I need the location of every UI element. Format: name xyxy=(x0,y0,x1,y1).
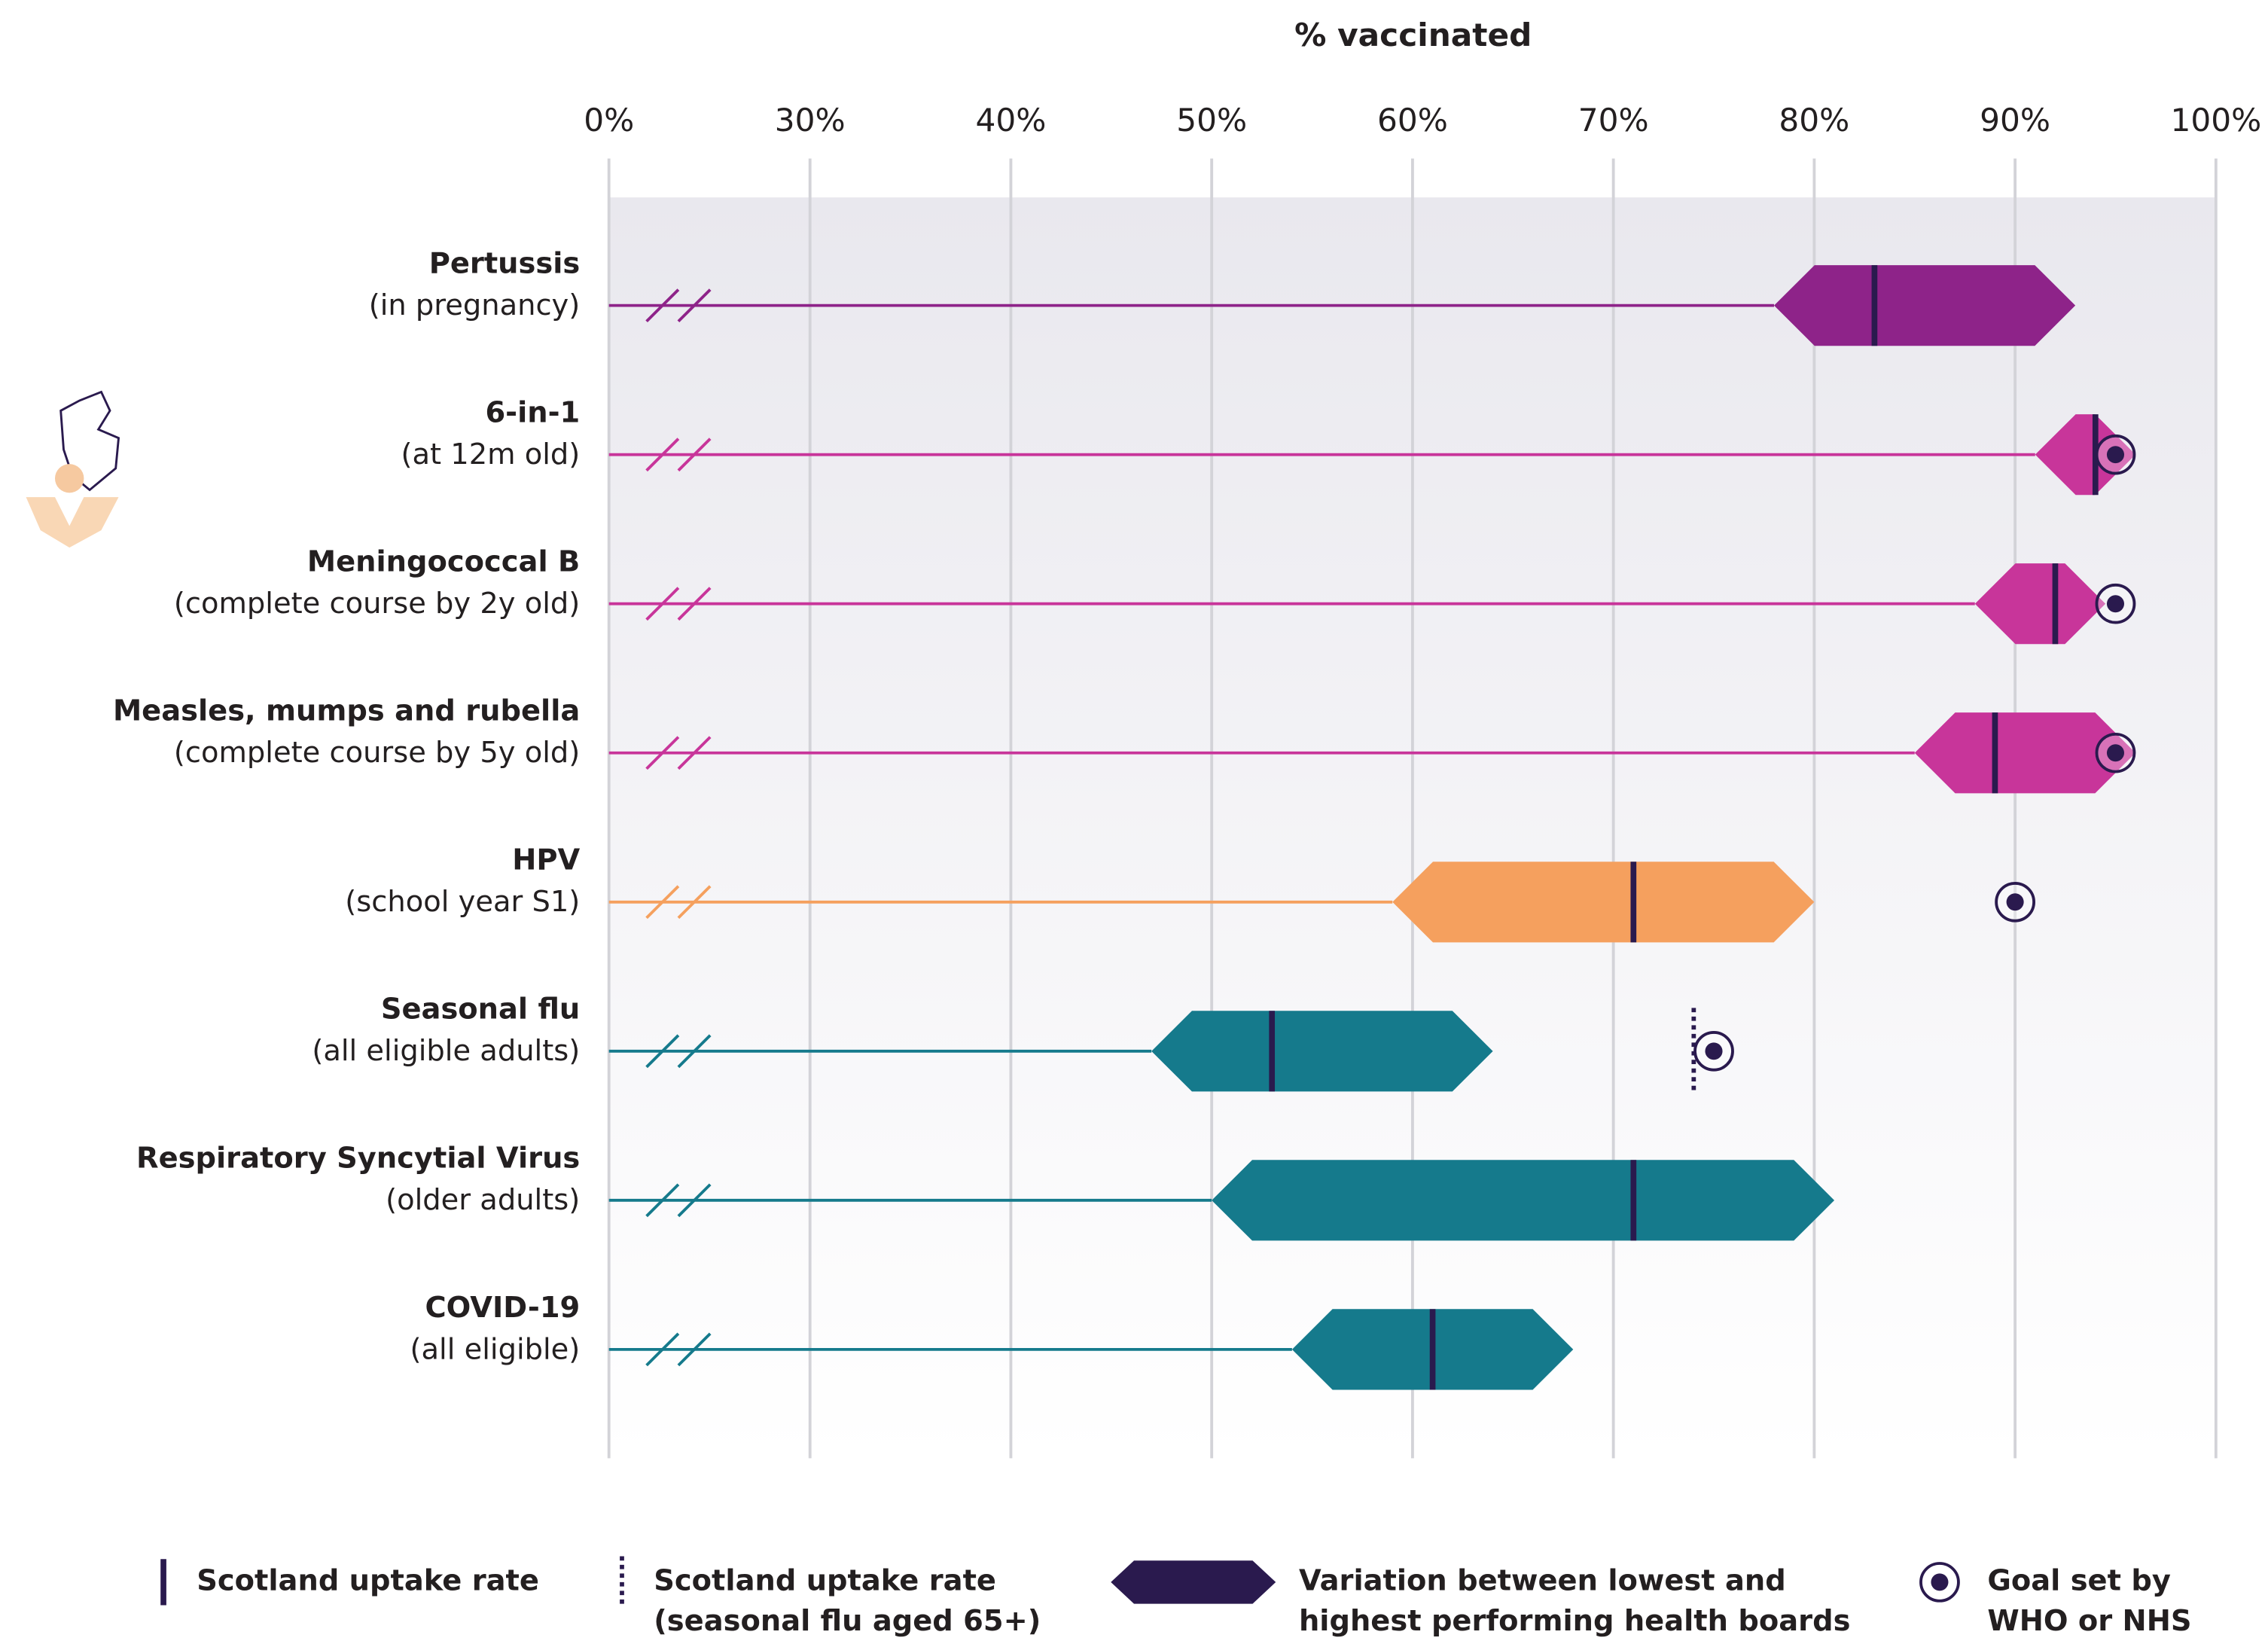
range-band xyxy=(1774,265,2076,346)
axis-break xyxy=(677,736,712,770)
legend-goal-ring xyxy=(1919,1562,1960,1603)
row-note: (all eligible adults) xyxy=(312,1034,580,1068)
axis-break xyxy=(645,288,680,323)
legend-range-icon xyxy=(1111,1560,1276,1604)
range-band xyxy=(1392,862,1815,943)
axis-break xyxy=(645,1332,680,1367)
row-note: (school year S1) xyxy=(345,885,580,919)
axis-break xyxy=(645,1034,680,1069)
row-note: (at 12m old) xyxy=(401,438,580,471)
axis-break xyxy=(645,736,680,770)
axis-break xyxy=(677,1332,712,1367)
row-name: HPV xyxy=(512,843,580,877)
x-tick-label: 30% xyxy=(775,102,846,139)
legend-label: (seasonal flu aged 65+) xyxy=(654,1604,1041,1638)
row-note: (complete course by 2y old) xyxy=(174,587,580,621)
row-name: COVID-19 xyxy=(425,1291,580,1325)
axis-break xyxy=(677,1183,712,1218)
row-note: (older adults) xyxy=(386,1183,580,1217)
goal-dot xyxy=(2006,893,2024,911)
x-tick-label: 40% xyxy=(976,102,1047,139)
legend-label: WHO or NHS xyxy=(1987,1604,2191,1638)
axis-break xyxy=(677,587,712,621)
row-name: Pertussis xyxy=(429,247,581,281)
axis-break xyxy=(645,885,680,920)
range-band xyxy=(1212,1160,1835,1241)
legend-label: Scotland uptake rate xyxy=(654,1563,996,1597)
goal-dot xyxy=(1705,1042,1723,1060)
x-tick-label: 80% xyxy=(1779,102,1849,139)
range-band xyxy=(2035,414,2136,496)
legend-label: Goal set by xyxy=(1987,1563,2171,1597)
x-tick-label: 60% xyxy=(1377,102,1448,139)
legend-goal-dot xyxy=(1931,1573,1949,1591)
axis-break xyxy=(645,438,680,472)
legend-label: Variation between lowest and xyxy=(1299,1563,1786,1597)
row-name: Measles, mumps and rubella xyxy=(113,694,580,728)
range-band xyxy=(1151,1011,1493,1092)
range-band xyxy=(1914,712,2136,794)
goal-dot xyxy=(2106,744,2125,762)
axis-break xyxy=(677,288,712,323)
row-name: 6-in-1 xyxy=(485,396,580,430)
axis-break xyxy=(645,587,680,621)
row-name: Respiratory Syncytial Virus xyxy=(136,1142,580,1176)
legend-label: highest performing health boards xyxy=(1299,1604,1850,1638)
map-icon xyxy=(26,390,120,548)
row-note: (all eligible) xyxy=(410,1332,581,1366)
row-note: (complete course by 5y old) xyxy=(174,736,580,770)
x-tick-label: 100% xyxy=(2170,102,2261,139)
row-name: Meningococcal B xyxy=(307,545,580,579)
goal-dot xyxy=(2106,446,2125,464)
x-tick-label: 90% xyxy=(1980,102,2050,139)
axis-break xyxy=(677,885,712,920)
axis-break xyxy=(677,438,712,472)
goal-dot xyxy=(2106,595,2125,613)
axis-break xyxy=(645,1183,680,1218)
row-name: Seasonal flu xyxy=(381,993,580,1026)
chart-title: % vaccinated xyxy=(1294,17,1532,53)
row-note: (in pregnancy) xyxy=(369,288,581,322)
range-band xyxy=(1974,563,2106,645)
x-tick-label: 50% xyxy=(1176,102,1247,139)
axis-break xyxy=(677,1034,712,1069)
x-tick-label: 0% xyxy=(584,102,634,139)
x-tick-label: 70% xyxy=(1578,102,1649,139)
legend-label: Scotland uptake rate xyxy=(197,1563,539,1597)
